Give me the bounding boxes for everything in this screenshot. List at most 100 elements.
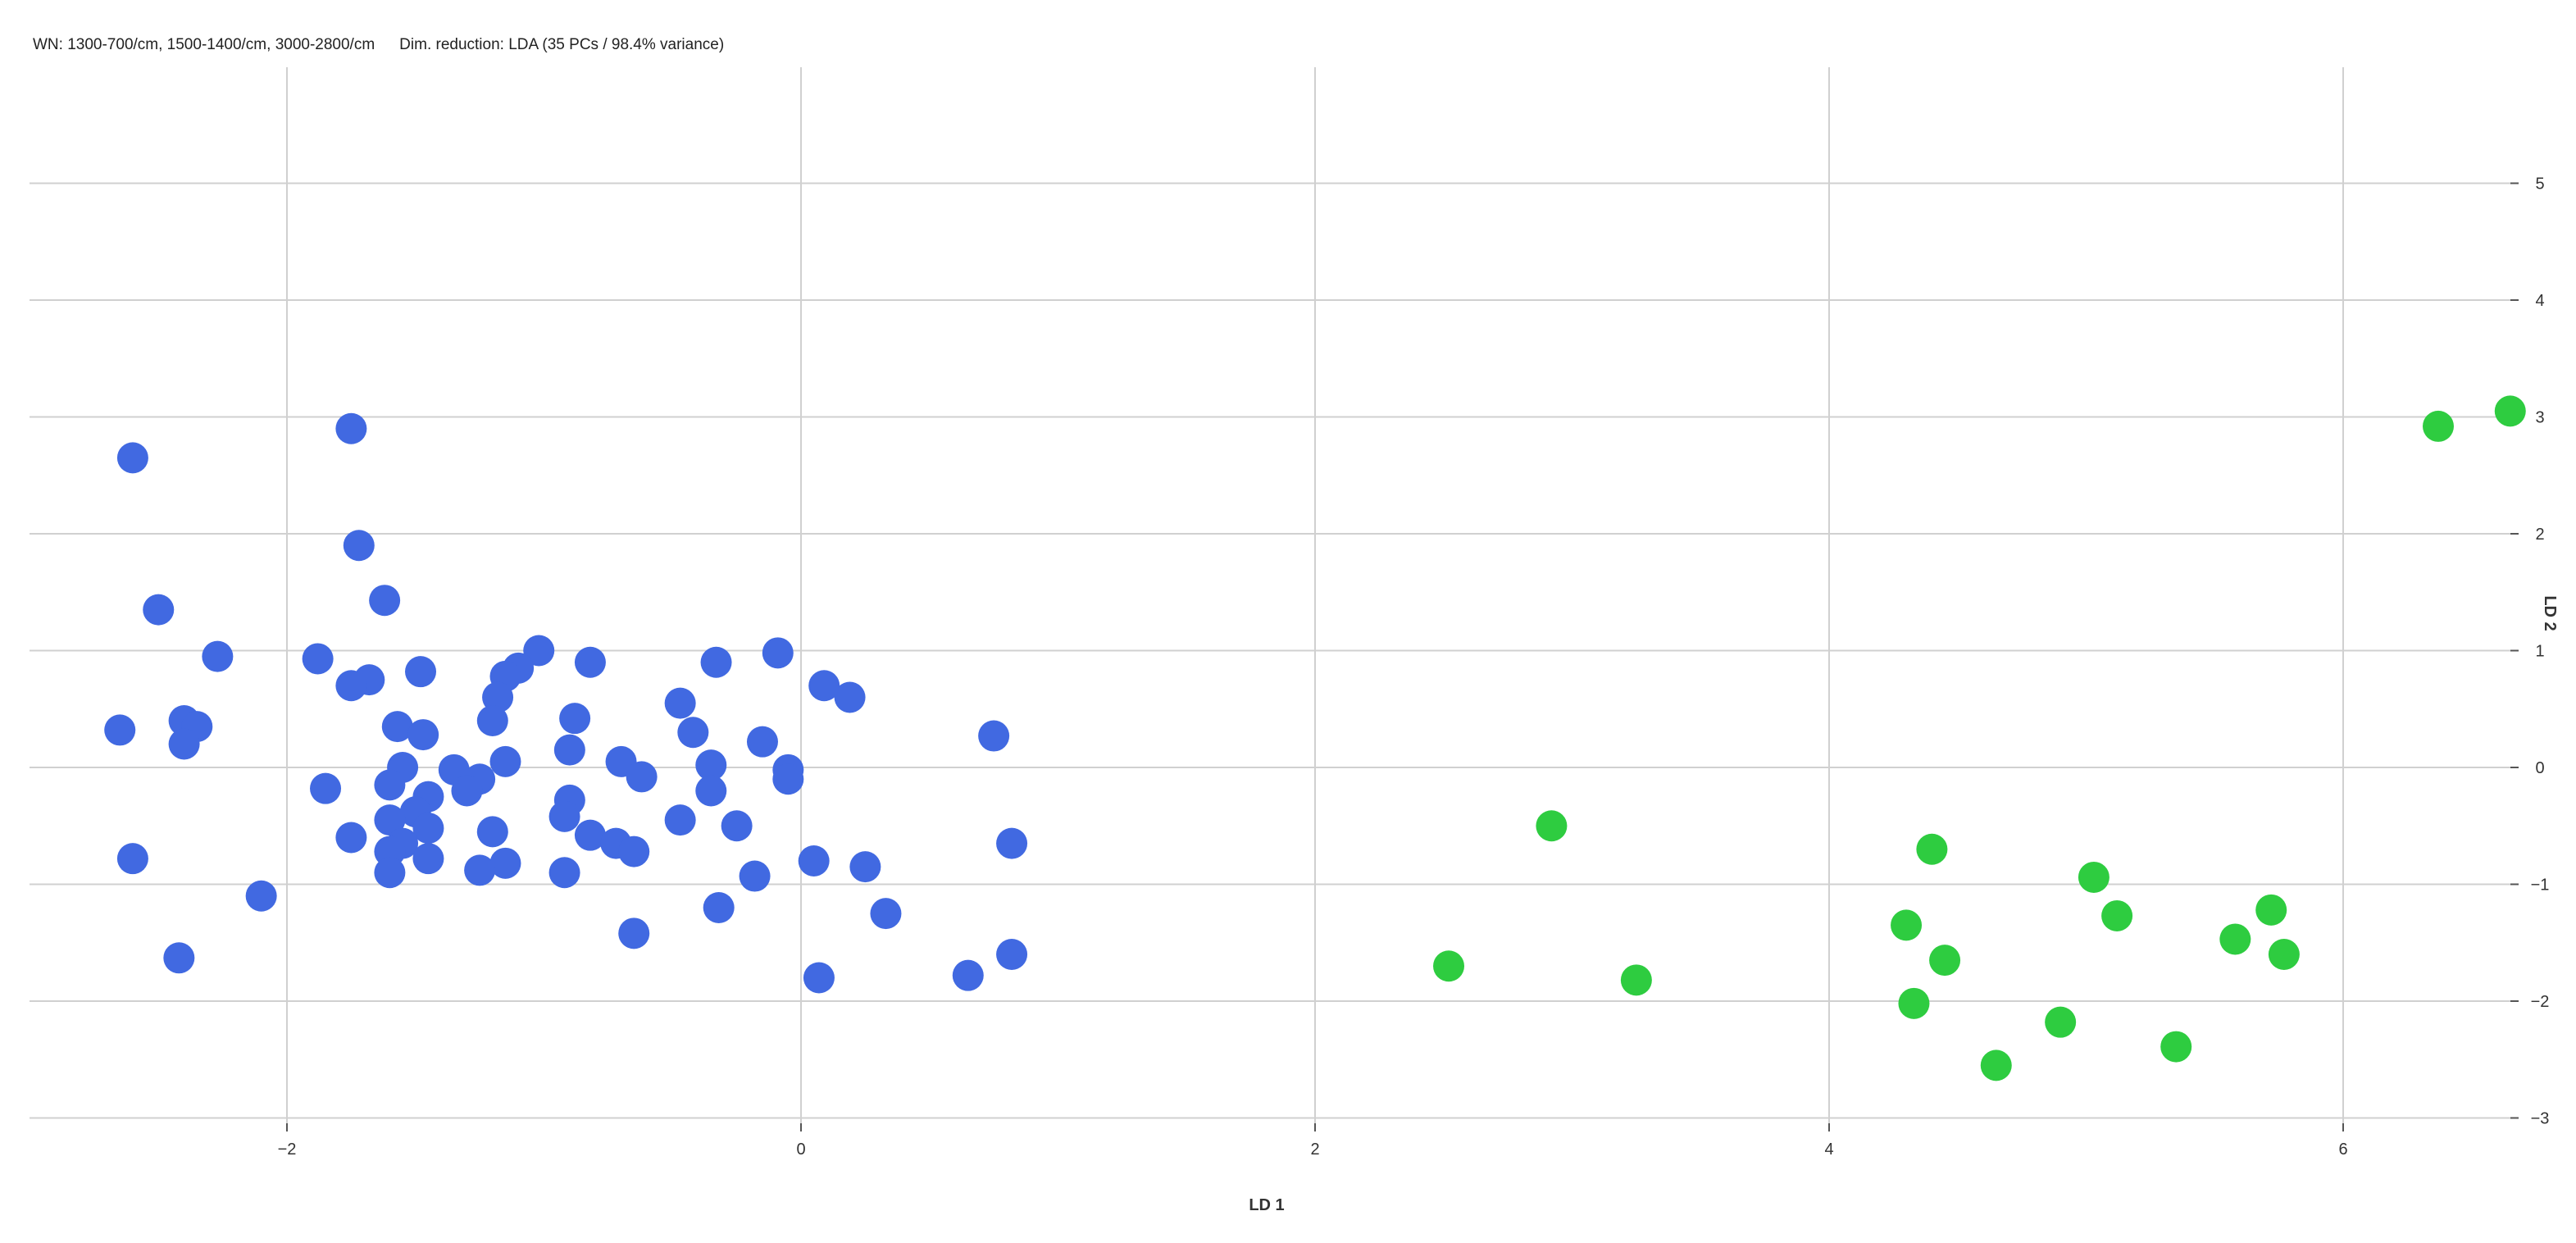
data-point-class-a[interactable] [451, 775, 483, 807]
data-point-class-a[interactable] [476, 816, 508, 848]
data-point-class-b[interactable] [1980, 1049, 2012, 1081]
data-point-class-a[interactable] [482, 681, 514, 713]
data-point-class-a[interactable] [952, 959, 984, 991]
data-point-class-a[interactable] [405, 656, 437, 688]
data-point-class-a[interactable] [664, 804, 696, 836]
x-tick-label: −2 [278, 1141, 297, 1159]
y-tick-label: 1 [2535, 643, 2544, 661]
data-point-class-a[interactable] [664, 687, 696, 719]
data-point-class-a[interactable] [553, 734, 585, 766]
data-point-class-a[interactable] [116, 843, 148, 875]
data-point-class-a[interactable] [523, 635, 555, 667]
data-point-class-b[interactable] [2160, 1031, 2192, 1063]
data-point-class-a[interactable] [548, 800, 580, 832]
data-point-class-a[interactable] [116, 442, 148, 474]
data-point-class-a[interactable] [302, 643, 334, 675]
data-point-class-a[interactable] [412, 813, 444, 845]
y-axis-title: LD 2 [2541, 595, 2559, 631]
data-point-class-a[interactable] [464, 854, 496, 886]
data-point-class-a[interactable] [574, 646, 606, 678]
data-point-class-b[interactable] [2078, 861, 2109, 893]
data-point-class-a[interactable] [849, 851, 881, 883]
data-point-class-b[interactable] [1916, 833, 1948, 865]
data-point-class-a[interactable] [369, 585, 401, 617]
data-point-class-a[interactable] [548, 857, 580, 889]
y-tick-label: 5 [2535, 175, 2544, 194]
data-point-class-b[interactable] [2268, 939, 2300, 970]
y-tick-label: 3 [2535, 409, 2544, 427]
data-point-class-b[interactable] [2422, 410, 2454, 442]
x-tick-label: 4 [1824, 1141, 1833, 1159]
data-point-class-b[interactable] [1898, 987, 1930, 1019]
data-point-class-b[interactable] [2494, 395, 2526, 427]
data-points [104, 395, 2526, 1081]
data-point-class-a[interactable] [772, 763, 804, 795]
data-point-class-b[interactable] [1929, 945, 1961, 977]
x-tick-label: 0 [796, 1141, 805, 1159]
data-point-class-a[interactable] [996, 939, 1028, 970]
data-point-class-a[interactable] [978, 720, 1010, 752]
data-point-class-a[interactable] [335, 822, 367, 854]
data-point-class-b[interactable] [2101, 899, 2133, 931]
data-point-class-a[interactable] [163, 942, 195, 974]
data-point-class-b[interactable] [1536, 810, 1568, 842]
data-point-class-a[interactable] [407, 719, 439, 751]
data-point-class-a[interactable] [202, 640, 234, 672]
data-point-class-a[interactable] [476, 705, 508, 736]
data-point-class-a[interactable] [618, 835, 650, 867]
y-tick-label: 0 [2535, 759, 2544, 777]
data-point-class-b[interactable] [2255, 894, 2287, 926]
x-tick-label: 2 [1310, 1141, 1319, 1159]
data-point-class-a[interactable] [803, 962, 835, 994]
data-point-class-b[interactable] [1433, 950, 1465, 982]
data-point-class-a[interactable] [626, 761, 658, 793]
data-point-class-a[interactable] [168, 728, 200, 760]
data-point-class-a[interactable] [143, 594, 175, 626]
data-point-class-a[interactable] [381, 711, 413, 743]
data-point-class-a[interactable] [374, 769, 406, 801]
info-bar: WN: 1300-700/cm, 1500-1400/cm, 3000-2800… [33, 36, 749, 54]
data-point-class-a[interactable] [762, 637, 794, 669]
data-point-class-a[interactable] [703, 892, 735, 923]
data-point-class-a[interactable] [104, 714, 136, 746]
data-point-class-a[interactable] [721, 810, 753, 842]
data-point-class-a[interactable] [412, 843, 444, 875]
y-tick-label: −3 [2531, 1110, 2550, 1128]
data-point-class-a[interactable] [834, 681, 866, 713]
data-point-class-a[interactable] [343, 530, 375, 562]
data-point-class-a[interactable] [618, 917, 650, 949]
y-tick-label: 2 [2535, 526, 2544, 544]
data-point-class-b[interactable] [2219, 923, 2251, 955]
x-tick-label: 6 [2338, 1141, 2347, 1159]
data-point-class-a[interactable] [739, 860, 771, 892]
data-point-class-a[interactable] [695, 749, 727, 781]
y-tick-label: −1 [2531, 876, 2550, 895]
data-point-class-a[interactable] [559, 703, 591, 735]
y-tick-label: 4 [2535, 292, 2544, 310]
data-point-class-a[interactable] [489, 745, 521, 777]
data-point-class-a[interactable] [695, 775, 727, 807]
data-point-class-a[interactable] [677, 717, 709, 749]
data-point-class-a[interactable] [310, 772, 342, 804]
data-point-class-a[interactable] [574, 819, 606, 851]
data-point-class-a[interactable] [489, 847, 521, 879]
dim-reduction-text: Dim. reduction: LDA (35 PCs / 98.4% vari… [399, 36, 725, 53]
data-point-class-a[interactable] [746, 726, 778, 758]
y-tick-label: −2 [2531, 993, 2550, 1011]
data-point-class-a[interactable] [374, 804, 406, 836]
data-point-class-a[interactable] [335, 412, 367, 444]
data-point-class-b[interactable] [1620, 964, 1652, 996]
data-point-class-a[interactable] [245, 880, 277, 912]
data-point-class-a[interactable] [335, 670, 367, 702]
data-point-class-a[interactable] [996, 827, 1028, 859]
data-point-class-a[interactable] [374, 857, 406, 889]
data-point-class-a[interactable] [798, 845, 830, 876]
data-point-class-a[interactable] [700, 646, 732, 678]
data-point-class-b[interactable] [1891, 909, 1923, 941]
x-axis-title: LD 1 [1249, 1196, 1284, 1214]
data-point-class-a[interactable] [808, 670, 840, 702]
data-point-class-b[interactable] [2045, 1006, 2077, 1038]
data-point-class-a[interactable] [870, 898, 902, 930]
